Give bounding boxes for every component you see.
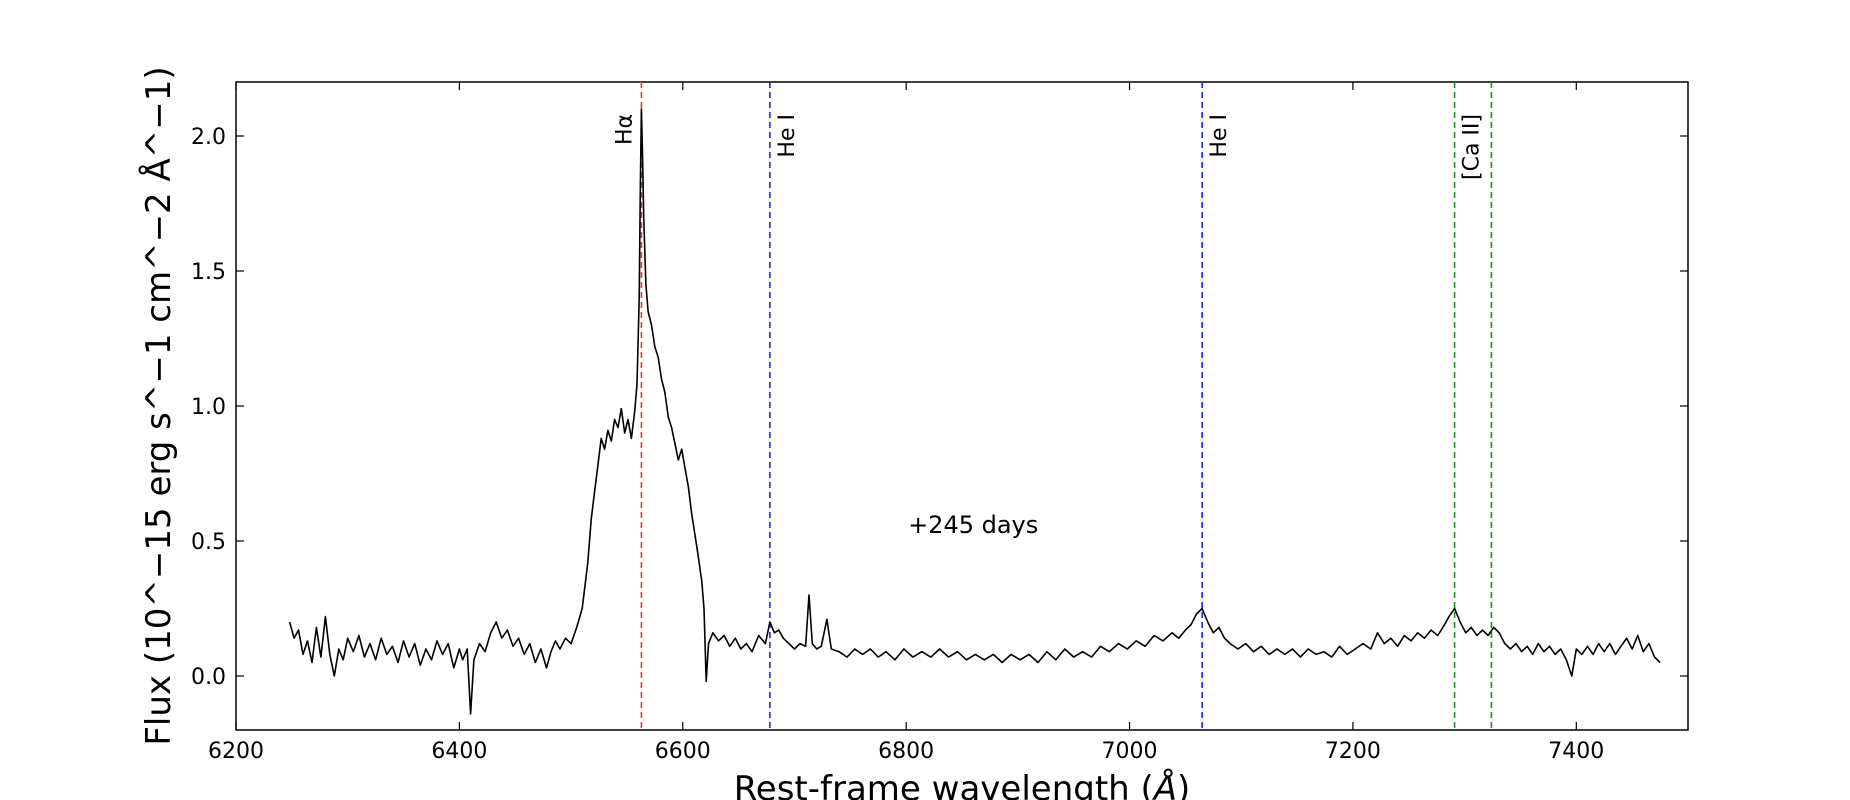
reference-lines: Hα He I He I [Ca II] (612, 82, 1493, 730)
reference-line-label: He I (1207, 114, 1232, 158)
reference-line-label: [Ca II] (1460, 114, 1485, 180)
x-axis-unit-symbol: Å (1152, 768, 1177, 800)
x-tick-label: 6800 (878, 739, 934, 764)
x-tick-label: 7000 (1102, 739, 1158, 764)
y-tick-label: 0.5 (191, 530, 226, 555)
y-axis-label-units: 10^−15 erg s^−1 cm^−2 Å^−1 (138, 80, 179, 651)
x-tick-label: 7400 (1548, 739, 1604, 764)
epoch-annotation: +245 days (908, 511, 1038, 539)
y-tick-label: 0.0 (191, 665, 226, 690)
x-axis: 6200 6400 6600 6800 7000 7200 7400 (208, 82, 1604, 764)
x-tick-label: 7200 (1325, 739, 1381, 764)
y-tick-label: 1.5 (191, 260, 226, 285)
y-tick-label: 2.0 (191, 125, 226, 150)
x-tick-label: 6600 (655, 739, 711, 764)
y-axis: 0.0 0.5 1.0 1.5 2.0 (191, 125, 1688, 690)
reference-line-label: He I (775, 114, 800, 158)
reference-line-label: Hα (612, 114, 637, 145)
spectrum-line (288, 108, 1661, 715)
x-axis-label-text: Rest-frame wavelength (734, 769, 1130, 800)
x-tick-label: 6400 (431, 739, 487, 764)
x-tick-label: 6200 (208, 739, 264, 764)
y-tick-label: 1.0 (191, 395, 226, 420)
y-axis-label: Flux (10^−15 erg s^−1 cm^−2 Å^−1) (138, 66, 179, 745)
y-axis-label-text: Flux (139, 675, 179, 746)
x-axis-label: Rest-frame wavelength (Å) (734, 768, 1191, 800)
series-group (288, 108, 1661, 715)
